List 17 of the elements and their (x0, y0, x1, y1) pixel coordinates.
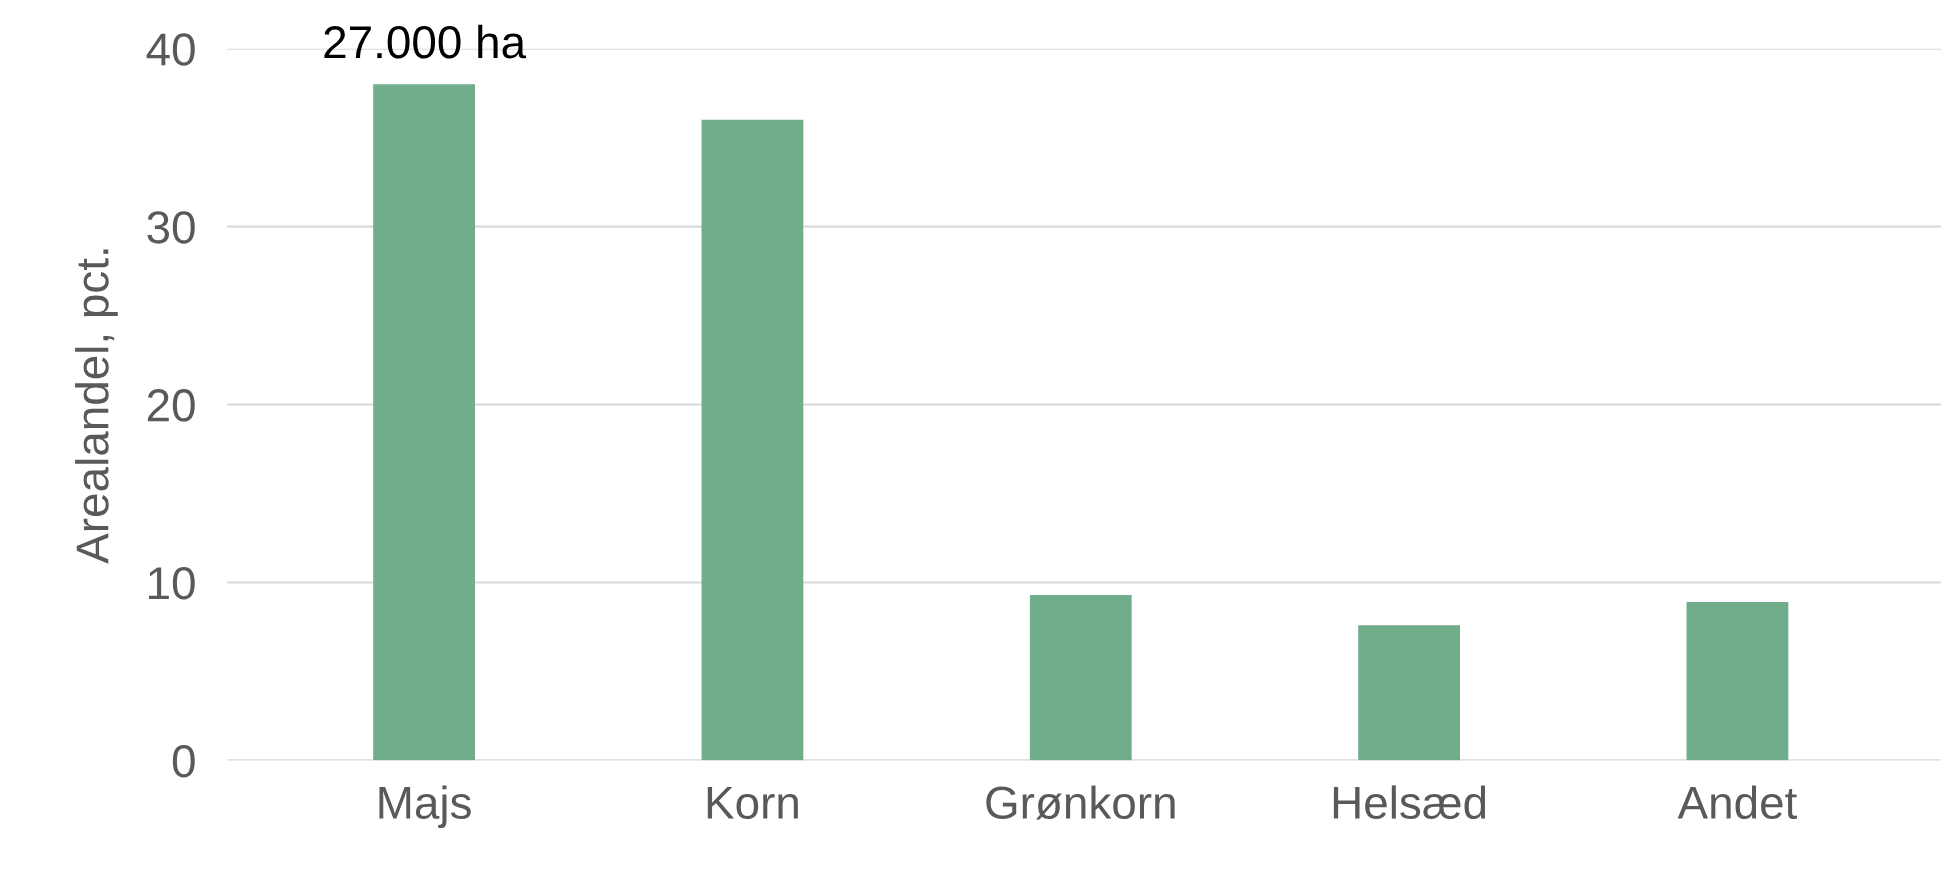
bar (1029, 594, 1132, 761)
bar (373, 84, 475, 761)
x-tick-label: Korn (707, 787, 798, 820)
bar (701, 119, 804, 761)
y-tick-label: 20 (147, 389, 195, 422)
bar (1358, 625, 1460, 761)
x-tick-label: Grønkorn (986, 785, 1175, 820)
x-tick-label: Andet (1677, 785, 1797, 820)
x-tick-label: Majs (379, 785, 471, 829)
y-tick-label: 10 (149, 567, 195, 600)
annotation: 27.000 ha (324, 24, 527, 59)
y-tick-label: 0 (172, 744, 195, 778)
bar (1686, 602, 1789, 761)
x-tick-label: Helsæd (1333, 785, 1486, 820)
y-tick-label: 30 (147, 211, 195, 244)
y-axis-title: Arealandel, pct. (75, 249, 118, 564)
y-tick-label: 40 (146, 33, 195, 66)
